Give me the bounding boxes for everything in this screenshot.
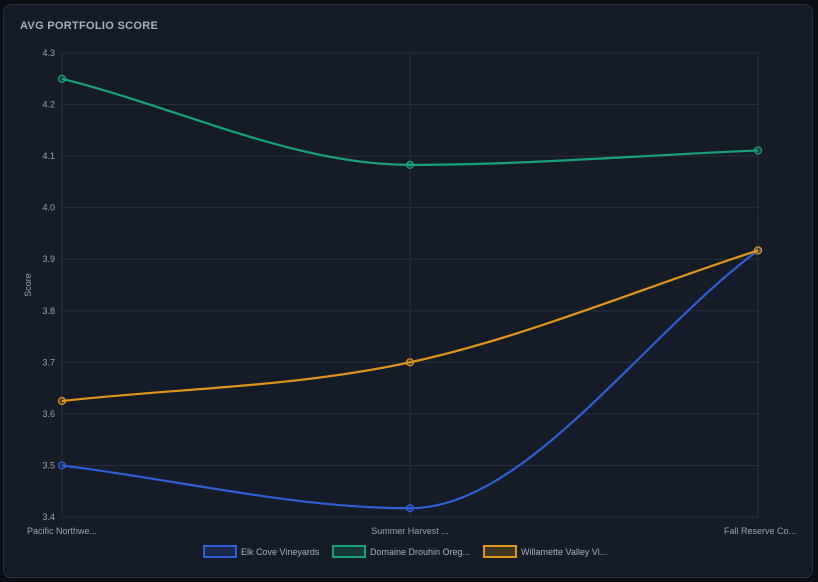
y-tick-label: 4.1 [42,151,55,161]
data-point [753,146,763,155]
data-point [57,396,67,406]
y-tick-label: 4.0 [42,203,55,213]
chart-title: AVG PORTFOLIO SCORE [20,20,159,32]
data-point [57,461,67,470]
y-tick-label: 3.9 [42,254,55,264]
y-tick-label: 3.4 [42,512,55,522]
y-axis-label: Score [23,273,33,297]
data-point [405,358,415,367]
data-point [405,504,415,513]
grid [61,52,759,518]
legend-item[interactable]: Domaine Drouhin Oreg... [332,545,470,558]
y-tick-label: 4.2 [42,100,55,110]
data-point [753,246,763,255]
y-tick-label: 3.7 [42,357,55,367]
legend-item[interactable]: Willamette Valley Vi... [483,545,607,558]
y-axis: 3.4 3.5 3.6 3.7 3.8 3.9 4.0 4.1 4.2 4.3 [42,48,55,522]
legend[interactable]: Elk Cove Vineyards Domaine Drouhin Oreg..… [203,545,607,558]
y-tick-label: 4.3 [42,48,55,58]
legend-swatch [332,545,366,558]
legend-label: Elk Cove Vineyards [241,547,320,557]
x-axis: Pacific Northwe... Summer Harvest ... Fall… [27,526,796,536]
y-tick-label: 3.6 [42,409,55,419]
series-line [61,249,759,510]
legend-swatch [203,545,237,558]
x-tick-label: Pacific Northwe... [27,526,97,536]
data-point [57,74,67,83]
legend-label: Willamette Valley Vi... [521,547,607,557]
x-tick-label: Summer Harvest ... [371,526,449,536]
series-lines [57,74,763,513]
y-tick-label: 3.5 [42,460,55,470]
y-tick-label: 3.8 [42,306,55,316]
legend-item[interactable]: Elk Cove Vineyards [203,545,320,558]
legend-label: Domaine Drouhin Oreg... [370,547,470,557]
chart-card: AVG PORTFOLIO SCORE [3,4,813,578]
x-tick-label: Fall Reserve Co... [724,526,796,536]
series-line [61,249,759,403]
legend-swatch [483,545,517,558]
data-point [405,160,415,169]
series-line [61,77,759,166]
